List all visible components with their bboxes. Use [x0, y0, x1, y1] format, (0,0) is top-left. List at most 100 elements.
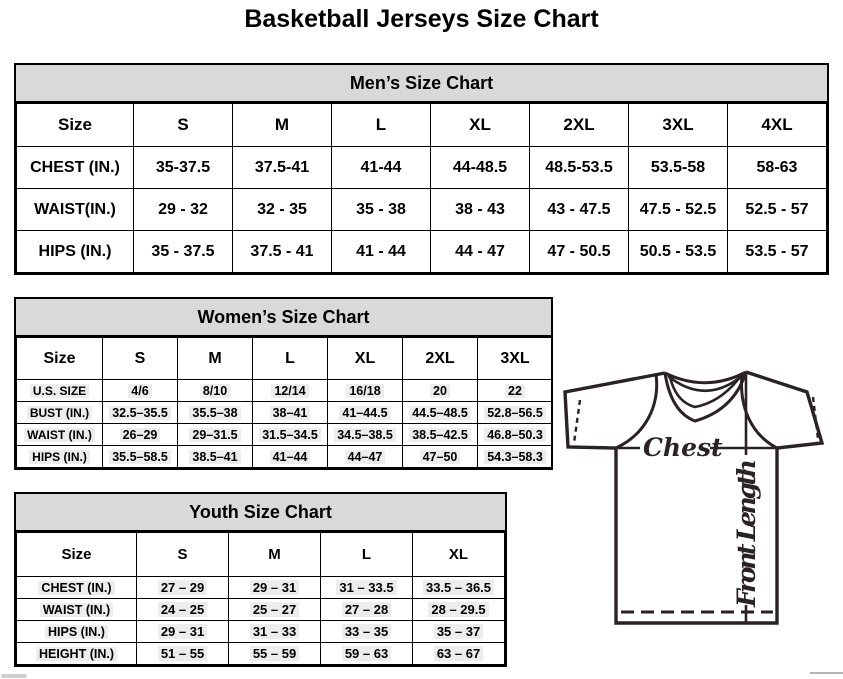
size-value-cell: 43 - 47.5 [529, 188, 629, 231]
column-header: M [232, 103, 332, 147]
size-value-cell: 37.5-41 [232, 146, 332, 189]
row-label: CHEST (IN.) [16, 146, 134, 189]
highlighted-text: 4/6 [128, 383, 152, 398]
size-value-cell: 32 - 35 [232, 188, 332, 231]
highlighted-text: HEIGHT (IN.) [36, 646, 117, 661]
size-value-cell: 41-44 [331, 146, 431, 189]
size-value-cell: 48.5-53.5 [529, 146, 629, 189]
collar-inner-v [668, 376, 742, 409]
womens-size-table: Size S M L XL 2XL 3XL U.S. SIZE 4/6 8/10 12/14 16/1… [16, 337, 553, 468]
jersey-illustration: Chest Front Length [563, 370, 825, 625]
womens-size-chart: Women’s Size Chart Size S M L XL 2XL 3XL U.S. S… [14, 297, 553, 470]
size-value-cell: 31.5–34.5 [252, 423, 328, 446]
highlighted-text: 24 – 25 [157, 602, 208, 617]
collar-outer-v [663, 371, 748, 423]
mens-chart-title: Men’s Size Chart [16, 65, 827, 103]
highlighted-text: WAIST (IN.) [39, 602, 114, 617]
highlighted-text: 38–41 [269, 405, 311, 420]
measurement-row: HIPS (IN.) 29 – 31 31 – 33 33 – 35 35 – 37 [16, 620, 505, 643]
scrollbar-thumb-fragment-left[interactable] [1, 674, 27, 678]
measurement-row: CHEST (IN.) 27 – 29 29 – 31 31 – 33.5 33.5 –… [16, 576, 505, 599]
column-header: S [102, 337, 178, 380]
row-label: WAIST(IN.) [16, 188, 134, 231]
highlighted-text: 31 – 33 [249, 624, 300, 639]
jersey-diagram: Chest Front Length [556, 360, 843, 635]
highlighted-text: 38.5–41 [189, 449, 241, 464]
column-header: L [320, 532, 413, 577]
measurement-row: HIPS (IN.) 35 - 37.5 37.5 - 41 41 - 44 44 - … [16, 230, 827, 273]
size-value-cell: 32.5–35.5 [102, 401, 178, 424]
highlighted-text: 29 – 31 [157, 624, 208, 639]
column-header: Size [16, 532, 137, 577]
size-value-cell: 59 – 63 [320, 642, 413, 665]
row-label: HEIGHT (IN.) [16, 642, 137, 665]
size-value-cell: 35.5–38 [177, 401, 253, 424]
column-header: XL [327, 337, 403, 380]
column-header: XL [430, 103, 530, 147]
size-value-cell: 12/14 [252, 379, 328, 402]
row-label: HIPS (IN.) [16, 230, 134, 273]
jersey-outline [563, 370, 825, 625]
highlighted-text: 51 – 55 [157, 646, 208, 661]
highlighted-text: BUST (IN.) [26, 405, 93, 420]
size-value-cell: 38.5–42.5 [402, 423, 478, 446]
size-value-cell: 50.5 - 53.5 [628, 230, 728, 273]
size-value-cell: 38 - 43 [430, 188, 530, 231]
size-value-cell: 51 – 55 [136, 642, 229, 665]
highlighted-text: 41–44.5 [339, 405, 391, 420]
size-value-cell: 27 – 28 [320, 598, 413, 621]
highlighted-text: HIPS (IN.) [45, 624, 108, 639]
measurement-row: CHEST (IN.) 35-37.5 37.5-41 41-44 44-48.5 48.… [16, 146, 827, 189]
highlighted-text: 44–47 [344, 449, 386, 464]
size-value-cell: 16/18 [327, 379, 403, 402]
size-value-cell: 52.8–56.5 [477, 401, 553, 424]
column-header: S [133, 103, 233, 147]
highlighted-text: 27 – 29 [157, 580, 208, 595]
youth-size-chart: Youth Size Chart Size S M L XL CHEST (IN.) 27 … [14, 492, 507, 667]
row-label: WAIST (IN.) [16, 423, 103, 446]
collar-back-arc [664, 370, 747, 385]
size-value-cell: 28 – 29.5 [412, 598, 505, 621]
highlighted-text: 29 – 31 [249, 580, 300, 595]
size-value-cell: 26–29 [102, 423, 178, 446]
size-value-cell: 35 - 38 [331, 188, 431, 231]
column-header: S [136, 532, 229, 577]
youth-chart-title: Youth Size Chart [16, 494, 505, 532]
column-header: 3XL [628, 103, 728, 147]
size-value-cell: 46.8–50.3 [477, 423, 553, 446]
size-value-cell: 47.5 - 52.5 [628, 188, 728, 231]
size-value-cell: 29 - 32 [133, 188, 233, 231]
row-label: BUST (IN.) [16, 401, 103, 424]
chest-label-bg [640, 434, 710, 460]
size-value-cell: 38.5–41 [177, 445, 253, 468]
size-value-cell: 34.5–38.5 [327, 423, 403, 446]
size-value-cell: 29 – 31 [228, 576, 321, 599]
scrollbar-thumb-fragment-right[interactable] [810, 672, 843, 674]
highlighted-text: 55 – 59 [249, 646, 300, 661]
highlighted-text: 38.5–42.5 [409, 427, 471, 442]
highlighted-text: 54.3–58.3 [484, 449, 546, 464]
size-value-cell: 53.5-58 [628, 146, 728, 189]
column-header: 3XL [477, 337, 553, 380]
highlighted-text: 27 – 28 [341, 602, 392, 617]
size-value-cell: 29 – 31 [136, 620, 229, 643]
size-value-cell: 54.3–58.3 [477, 445, 553, 468]
measurement-row: WAIST (IN.) 26–29 29–31.5 31.5–34.5 34.5–38.… [16, 423, 553, 446]
highlighted-text: CHEST (IN.) [38, 580, 115, 595]
size-value-cell: 52.5 - 57 [727, 188, 827, 231]
row-label: HIPS (IN.) [16, 620, 137, 643]
column-header: 4XL [727, 103, 827, 147]
size-header-row: Size S M L XL [16, 532, 505, 577]
size-value-cell: 41 - 44 [331, 230, 431, 273]
highlighted-text: 20 [430, 383, 450, 398]
youth-size-table: Size S M L XL CHEST (IN.) 27 – 29 29 – 31 31 – 3… [16, 532, 505, 665]
size-value-cell: 8/10 [177, 379, 253, 402]
highlighted-text: 29–31.5 [189, 427, 241, 442]
highlighted-text: 59 – 63 [341, 646, 392, 661]
size-value-cell: 37.5 - 41 [232, 230, 332, 273]
highlighted-text: 63 – 67 [433, 646, 484, 661]
highlighted-text: 52.8–56.5 [484, 405, 546, 420]
size-value-cell: 31 – 33.5 [320, 576, 413, 599]
size-value-cell: 20 [402, 379, 478, 402]
size-value-cell: 47–50 [402, 445, 478, 468]
